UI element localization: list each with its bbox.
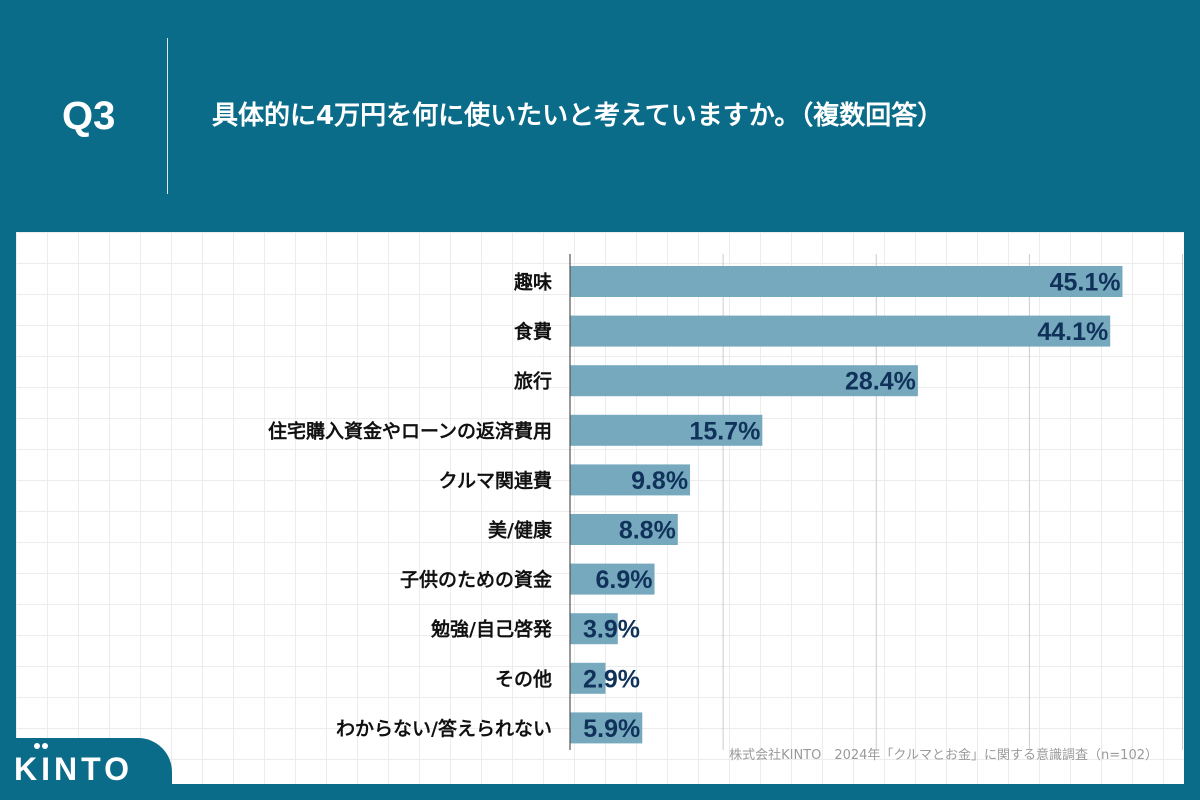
category-label: 美/健康 <box>488 519 553 542</box>
category-label: わからない/答えられない <box>336 717 552 740</box>
value-label: 15.7% <box>689 417 760 445</box>
logo-dots-icon <box>34 743 48 749</box>
question-text: 具体的に4万円を何に使いたいと考えていますか。（複数回答） <box>212 101 944 131</box>
category-label: 住宅購入資金やローンの返済費用 <box>268 419 552 442</box>
category-label: 旅行 <box>514 370 552 393</box>
category-label: その他 <box>495 667 552 690</box>
bar <box>570 712 643 744</box>
bar <box>570 365 918 397</box>
question-number: Q3 <box>62 94 116 138</box>
bar-chart: 趣味 45.1% 食費 44.1% 旅行 28.4% 住宅購入資金やローンの返済費用 15.7… <box>268 254 1183 750</box>
bar <box>570 514 678 545</box>
value-label: 2.9% <box>583 665 640 693</box>
bar <box>570 613 618 645</box>
value-label: 3.9% <box>583 616 640 644</box>
kinto-logo: KINTO <box>14 751 133 787</box>
value-label: 8.8% <box>619 517 676 545</box>
bar <box>570 563 655 595</box>
bar <box>570 315 1111 347</box>
bar <box>570 414 763 446</box>
category-label: クルマ関連費 <box>439 469 552 492</box>
category-label: 勉強/自己啓発 <box>430 618 553 641</box>
source-note: 株式会社KINTO 2024年「クルマとお金」に関する意識調査（n=102） <box>729 748 1158 763</box>
value-label: 44.1% <box>1037 318 1108 346</box>
value-label: 45.1% <box>1050 269 1121 297</box>
header-divider <box>167 38 168 194</box>
category-label: 食費 <box>514 320 552 343</box>
category-label: 趣味 <box>513 271 552 294</box>
value-label: 5.9% <box>583 715 640 743</box>
logo-tab <box>0 738 172 800</box>
category-label: 子供のための資金 <box>400 568 553 591</box>
header: Q3 具体的に4万円を何に使いたいと考えていますか。（複数回答） <box>0 0 1200 232</box>
bar <box>570 662 606 694</box>
bar <box>570 464 691 496</box>
value-label: 9.8% <box>631 467 688 495</box>
value-label: 6.9% <box>596 566 653 594</box>
bar <box>570 266 1123 297</box>
chart-panel: 趣味 45.1% 食費 44.1% 旅行 28.4% 住宅購入資金やローンの返済費用 15.7… <box>16 232 1184 784</box>
value-label: 28.4% <box>845 368 916 396</box>
